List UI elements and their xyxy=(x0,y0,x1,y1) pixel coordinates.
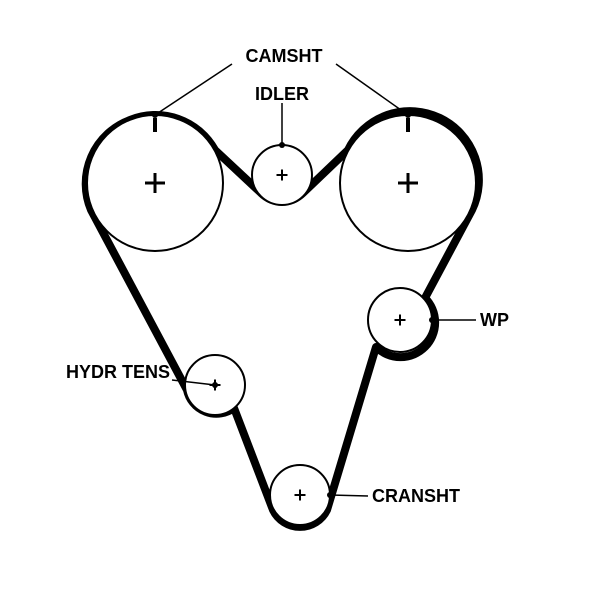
leader-dot-camsht_left xyxy=(152,112,158,118)
label-hydr_tens: HYDR TENS xyxy=(66,362,170,382)
idler-pulley xyxy=(252,145,312,205)
leader-camsht_right xyxy=(336,64,408,115)
leader-camsht_left xyxy=(155,64,232,115)
leader-cransht xyxy=(330,495,368,496)
label-idler: IDLER xyxy=(255,84,309,104)
timing-belt-diagram: CAMSHT IDLER WP HYDR TENS CRANSHT xyxy=(0,0,600,589)
crank-pulley xyxy=(270,465,330,525)
label-camsht: CAMSHT xyxy=(246,46,323,66)
wp-pulley xyxy=(368,288,432,352)
label-wp: WP xyxy=(480,310,509,330)
leader-dot-camsht_right xyxy=(405,112,411,118)
leader-dot-cransht xyxy=(327,492,333,498)
label-cransht: CRANSHT xyxy=(372,486,460,506)
leader-dot-wp xyxy=(429,317,435,323)
cam_left-pulley xyxy=(87,115,223,251)
leader-dot-hydr xyxy=(212,382,218,388)
leader-dot-idler xyxy=(279,142,285,148)
cam_right-pulley xyxy=(340,115,476,251)
